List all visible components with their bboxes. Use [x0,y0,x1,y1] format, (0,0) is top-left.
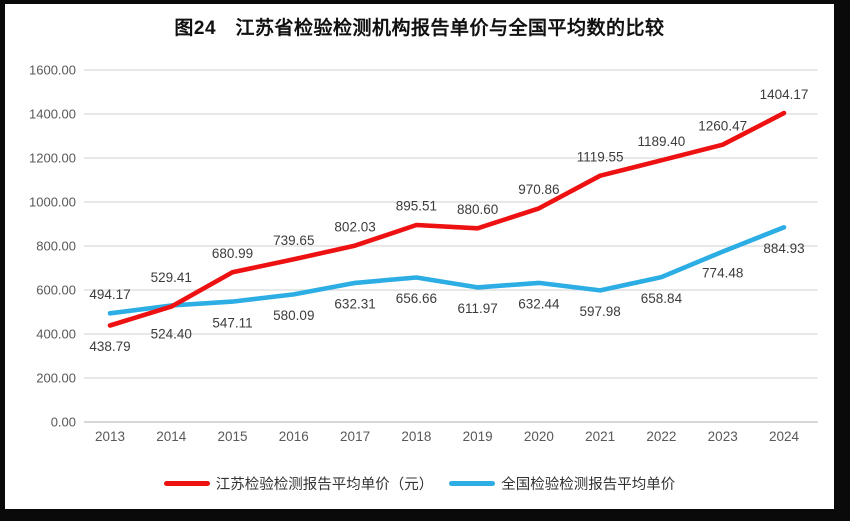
series-line [107,110,787,328]
legend-item-national: 全国检验检测报告平均单价 [449,473,675,494]
x-tick-label: 2016 [279,429,309,444]
data-label: 632.44 [518,297,560,312]
y-tick-label: 1400.00 [29,107,76,122]
y-tick-label: 400.00 [36,327,76,342]
data-label: 880.60 [457,202,498,217]
y-tick-label: 1000.00 [29,195,76,210]
y-tick-label: 1600.00 [29,63,76,78]
document-page: 图24 江苏省检验检测机构报告单价与全国平均数的比较 0.00 200.00 400… [5,4,834,509]
data-label: 438.79 [89,339,130,354]
x-tick-label: 2021 [585,429,615,444]
x-tick-label: 2023 [708,429,738,444]
y-tick-label: 200.00 [36,371,76,386]
x-tick-label: 2014 [156,429,187,444]
x-tick-label: 2018 [401,429,431,444]
chart-title: 图24 江苏省检验检测机构报告单价与全国平均数的比较 [174,18,665,39]
legend-swatch-national-icon [449,480,496,487]
x-tick-label: 2024 [769,429,800,444]
data-label: 524.40 [151,326,192,341]
x-tick-label: 2015 [218,429,248,444]
data-label: 1119.55 [577,149,624,164]
data-label: 680.99 [212,246,253,261]
data-label: 802.03 [334,219,375,234]
legend-swatch-jiangsu-icon [163,480,210,487]
legend-label-jiangsu: 江苏检验检测报告平均单价（元） [215,477,434,493]
x-tick-label: 2017 [340,429,370,444]
data-label: 1260.47 [698,118,747,133]
data-label: 658.84 [641,291,683,306]
series-line [107,225,787,316]
chart-legend: 江苏检验检测报告平均单价（元） 全国检验检测报告平均单价 [5,473,834,494]
data-label: 529.41 [151,270,192,285]
data-label: 494.17 [89,287,130,302]
chart-plot-area: 0.00 200.00 400.00 600.00 800.00 1000.00 1200.… [29,63,818,444]
data-label: 1404.17 [760,87,809,102]
data-label: 739.65 [273,233,314,248]
legend-item-jiangsu: 江苏检验检测报告平均单价（元） [163,473,434,494]
y-tick-label: 0.00 [51,415,76,430]
x-tick-label: 2013 [95,429,125,444]
data-label: 611.97 [457,301,497,316]
data-label: 884.93 [763,241,804,256]
data-label: 895.51 [396,199,437,214]
data-label: 774.48 [702,265,743,280]
data-label: 547.11 [212,315,252,330]
data-label: 656.66 [396,291,437,306]
y-tick-label: 800.00 [36,239,76,254]
x-tick-label: 2020 [524,429,554,444]
x-tick-label: 2019 [463,429,493,444]
x-tick-label: 2022 [646,429,676,444]
data-label: 1189.40 [638,134,686,149]
data-label: 580.09 [273,308,314,323]
data-label: 597.98 [580,304,621,319]
data-label: 970.86 [518,182,559,197]
y-tick-label: 1200.00 [29,151,76,166]
legend-label-national: 全国检验检测报告平均单价 [501,477,676,493]
y-tick-label: 600.00 [36,283,76,298]
data-label: 632.31 [334,297,375,312]
